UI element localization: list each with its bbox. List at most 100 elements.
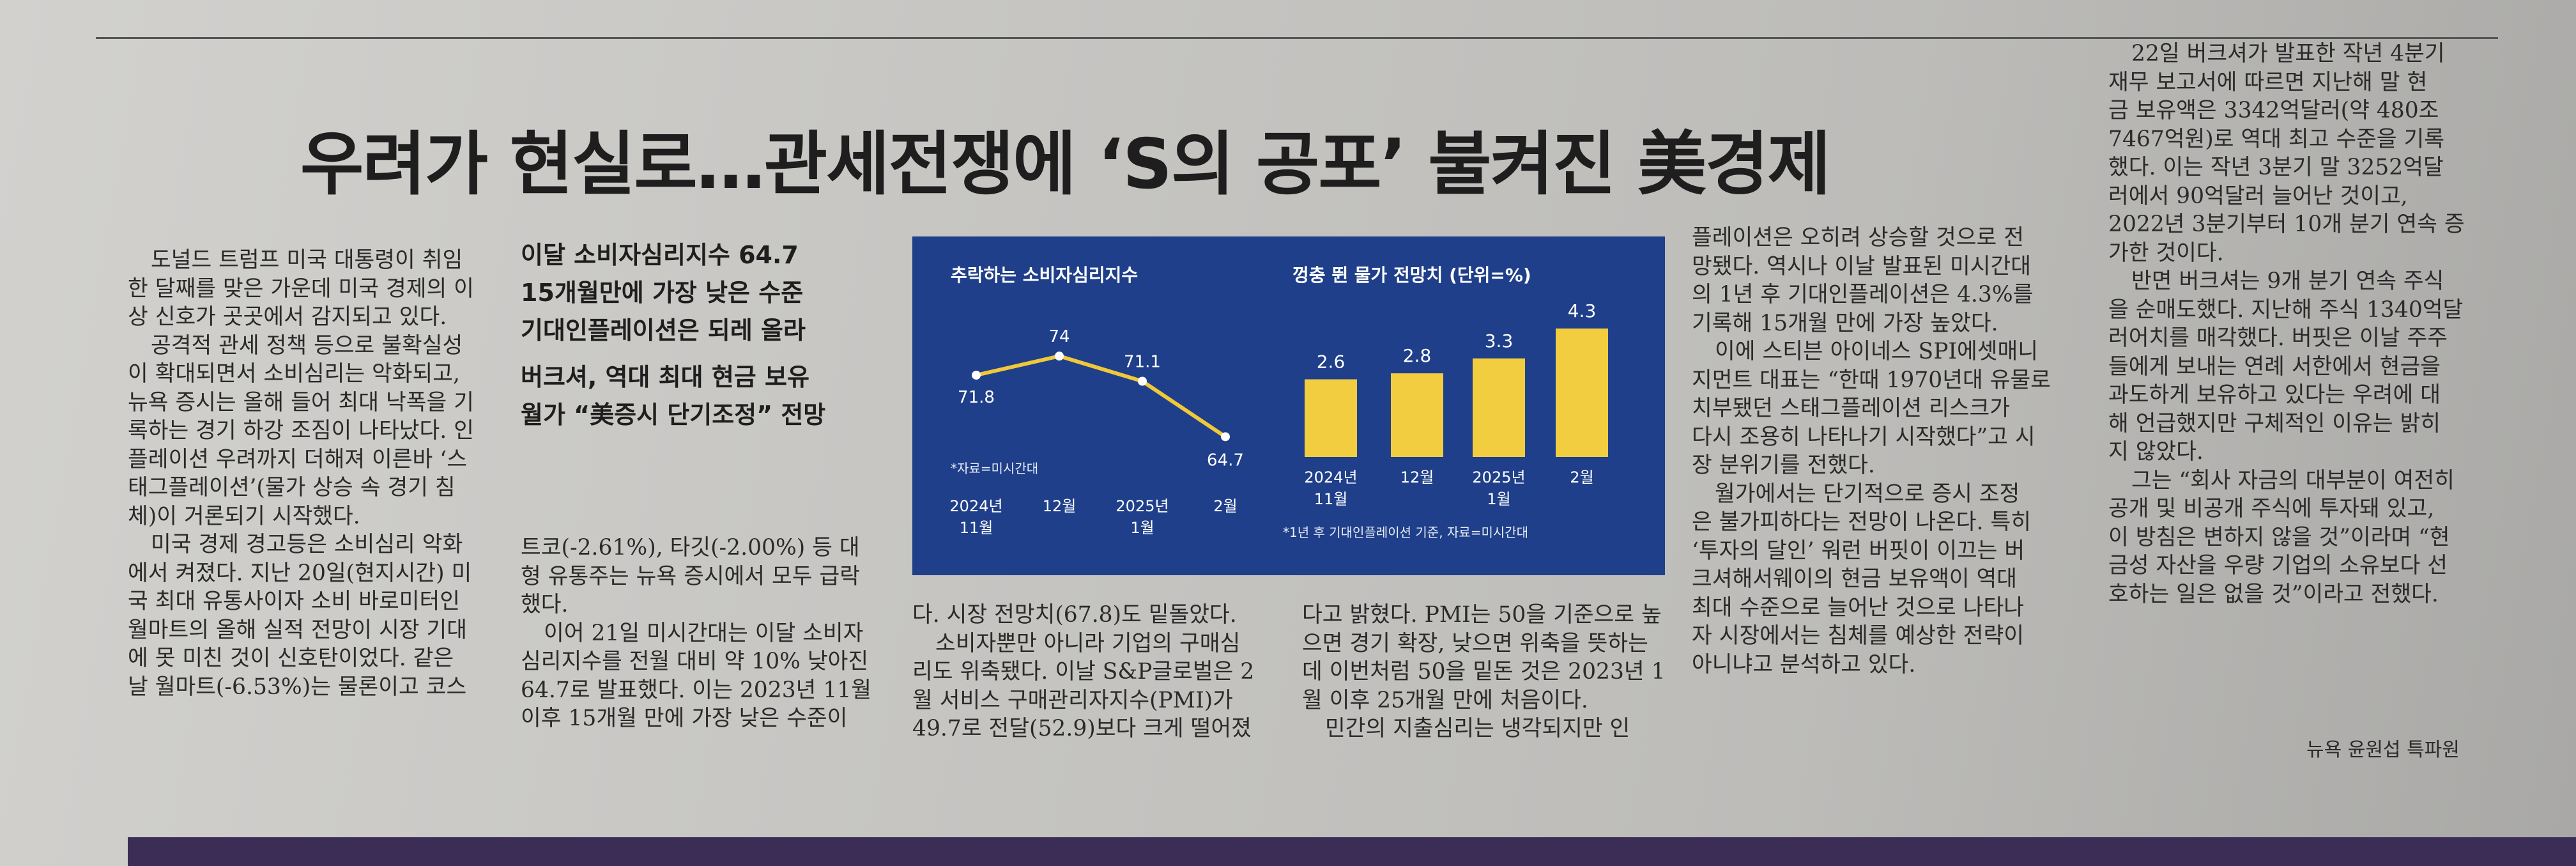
article-line: 상 신호가 곳곳에서 감지되고 있다.: [128, 304, 447, 330]
article-line: 이 방침은 변하지 않을 것”이라며 “현: [2108, 524, 2450, 550]
article-line: 체)이 거론되기 시작했다.: [128, 503, 360, 529]
bar-chart-source: *1년 후 기대인플레이션 기준, 자료=미시간대: [1283, 525, 1528, 540]
article-line: 호하는 일은 없을 것”이라고 전했다.: [2108, 581, 2439, 607]
article-line: 이어 21일 미시간대는 이달 소비자: [544, 620, 864, 646]
article-line: 공격적 관세 정책 등으로 불확실성: [151, 332, 463, 359]
byline: 뉴욕 윤원섭 특파원: [2306, 739, 2460, 761]
subhead-line: 이달 소비자심리지수 64.7: [521, 241, 799, 269]
article-line: 소비자뿐만 아니라 기업의 구매심: [935, 630, 1241, 656]
bar-x-tick-label: 2월: [1570, 468, 1593, 486]
article-line: 형 유통주는 뉴욕 증시에서 모두 급락: [521, 563, 860, 589]
line-x-tick-label: 2025년: [1116, 497, 1169, 515]
article-line: 지먼트 대표는 “한때 1970년대 유물로: [1692, 367, 2051, 393]
line-data-label: 74: [1048, 327, 1070, 346]
article-line: 2022년 3분기부터 10개 분기 연속 증: [2108, 212, 2465, 237]
line-x-tick-label: 1월: [1130, 519, 1154, 537]
bar-data-label: 2.6: [1317, 351, 1346, 372]
line-x-tick-label: 2024년: [949, 497, 1002, 515]
article-line: 심리지수를 전월 대비 약 10% 낮아진: [521, 649, 869, 674]
article-line: 7467억원)로 역대 최고 수준을 기록: [2108, 126, 2445, 152]
chart-graphic: 추락하는 소비자심리지수 71.8 74 71.1 64.7 *자료=미시간대 2024년 1…: [912, 236, 1665, 575]
article-line: 에서 켜졌다. 지난 20일(현지시간) 미: [128, 560, 472, 586]
line-data-label: 64.7: [1207, 451, 1244, 470]
article-line: 했다. 이는 작년 3분기 말 3252억달: [2108, 155, 2444, 180]
next-section-band: [128, 837, 2576, 866]
article-line: 리도 위축됐다. 이날 S&P글로벌은 2: [912, 659, 1255, 684]
subhead-line: 15개월만에 가장 낮은 수준: [521, 279, 804, 307]
article-line: 데 이번처럼 50을 밑돈 것은 2023년 1: [1302, 659, 1666, 684]
article-line: 치부됐던 스태그플레이션 리스크가: [1692, 396, 2011, 421]
article-line: 플레이션 우려까지 더해져 이른바 ‘스: [128, 446, 467, 472]
subheads: 이달 소비자심리지수 64.7 15개월만에 가장 낮은 수준 기대인플레이션은…: [521, 236, 904, 434]
article-line: 국 최대 유통사이자 소비 바로미터인: [128, 589, 460, 614]
article-line: 22일 버크셔가 발표한 작년 4분기: [2131, 41, 2445, 66]
article-line: 월가에서는 단기적으로 증시 조정: [1715, 481, 2020, 507]
line-data-label: 71.1: [1124, 353, 1161, 372]
bar-chart-title: 껑충 뛴 물가 전망치 (단위=%): [1292, 265, 1531, 286]
article-line: 의 1년 후 기대인플레이션은 4.3%를: [1692, 282, 2034, 307]
article-line: 49.7로 전달(52.9)보다 크게 떨어졌: [912, 716, 1252, 741]
article-line: 도널드 트럼프 미국 대통령이 취임: [151, 247, 463, 273]
article-line: 에 못 미친 것이 신호탄이었다. 같은: [128, 646, 454, 671]
section-rule: [96, 37, 2498, 39]
article-line: 다시 조용히 나타나기 시작했다”고 시: [1692, 424, 2035, 450]
article-line: 을 순매도했다. 지난해 주식 1340억달: [2108, 297, 2464, 323]
line-point: [1221, 432, 1230, 442]
bar: [1556, 329, 1608, 457]
article-line: 망됐다. 역시나 이날 발표된 미시간대: [1692, 253, 2031, 279]
bar-data-label: 2.8: [1403, 345, 1432, 366]
line-x-tick-label: 2월: [1213, 497, 1237, 515]
article-column-4: 다고 밝혔다. PMI는 50을 기준으로 높 으면 경기 확장, 낮으면 위축을…: [1302, 601, 1679, 743]
article-line: 으면 경기 확장, 낮으면 위축을 뜻하는: [1302, 630, 1648, 656]
article-line: 들에게 보내는 연례 서한에서 현금을: [2108, 353, 2441, 380]
article-line: 했다.: [521, 592, 569, 617]
bar: [1305, 379, 1357, 457]
line-point: [972, 371, 981, 380]
subhead-line: 버크셔, 역대 최대 현금 보유: [521, 363, 809, 391]
line-point: [1138, 376, 1147, 386]
article-line: 공개 및 비공개 주식에 투자돼 있고,: [2108, 496, 2435, 522]
article-line: ‘투자의 달인’ 워런 버핏이 이끄는 버: [1692, 537, 2025, 564]
article-line: 재무 보고서에 따르면 지난해 말 현: [2108, 69, 2428, 95]
article-line: 플레이션은 오히려 상승할 것으로 전: [1692, 225, 2024, 251]
article-line: 러어치를 매각했다. 버핏은 이날 주주: [2108, 325, 2448, 351]
bar-x-tick-label: 2024년: [1304, 468, 1357, 486]
article-line: 뉴욕 증시는 올해 들어 최대 낙폭을 기: [128, 389, 474, 415]
article-line: 태그플레이션’(물가 상승 속 경기 침: [128, 475, 456, 500]
article-line: 날 월마트(-6.53%)는 물론이고 코스: [128, 674, 467, 700]
article-line: 지 않았다.: [2108, 439, 2204, 465]
article-line: 한 달째를 맞은 가운데 미국 경제의 이: [128, 275, 474, 302]
article-line: 가한 것이다.: [2108, 240, 2224, 266]
article-line: 자 시장에서는 침체를 예상한 전략이: [1692, 623, 2024, 649]
charts-svg: 추락하는 소비자심리지수 71.8 74 71.1 64.7 *자료=미시간대 2024년 1…: [949, 265, 1608, 540]
line-point: [1055, 352, 1064, 361]
article-line: 월마트의 올해 실적 전망이 시장 기대: [128, 617, 467, 643]
article-line: 크셔해서웨이의 현금 보유액이 역대: [1692, 566, 2017, 592]
article-line: 다. 시장 전망치(67.8)도 밑돌았다.: [912, 602, 1237, 628]
article-line: 최대 수준으로 늘어난 것으로 나타나: [1692, 594, 2024, 621]
article-line: 다고 밝혔다. PMI는 50을 기준으로 높: [1302, 602, 1662, 628]
bar-data-label: 3.3: [1485, 330, 1514, 352]
article-line: 민간의 지출심리는 냉각되지만 인: [1325, 716, 1630, 741]
bar-x-tick-label: 12월: [1400, 468, 1434, 486]
bar: [1473, 358, 1525, 457]
line-x-tick-label: 11월: [960, 519, 993, 537]
line-series: [976, 354, 1227, 438]
article-line: 해 언급했지만 구체적인 이유는 밝히: [2108, 410, 2441, 437]
subhead-line: 월가 “美증시 단기조정” 전망: [521, 401, 826, 429]
article-line: 금성 자산을 우량 기업의 소유보다 선: [2108, 553, 2448, 578]
line-x-tick-label: 12월: [1043, 497, 1077, 515]
bar-x-tick-label: 1월: [1487, 490, 1510, 508]
previous-article-strip: [115, 0, 2479, 13]
bar-data-label: 4.3: [1568, 300, 1597, 321]
article-line: 금 보유액은 3342억달러(약 480조: [2108, 98, 2439, 123]
article-line: 이후 15개월 만에 가장 낮은 수준이: [521, 706, 848, 731]
bar-x-tick-label: 11월: [1314, 490, 1348, 508]
line-data-label: 71.8: [958, 388, 995, 407]
line-chart-title: 추락하는 소비자심리지수: [951, 265, 1138, 286]
